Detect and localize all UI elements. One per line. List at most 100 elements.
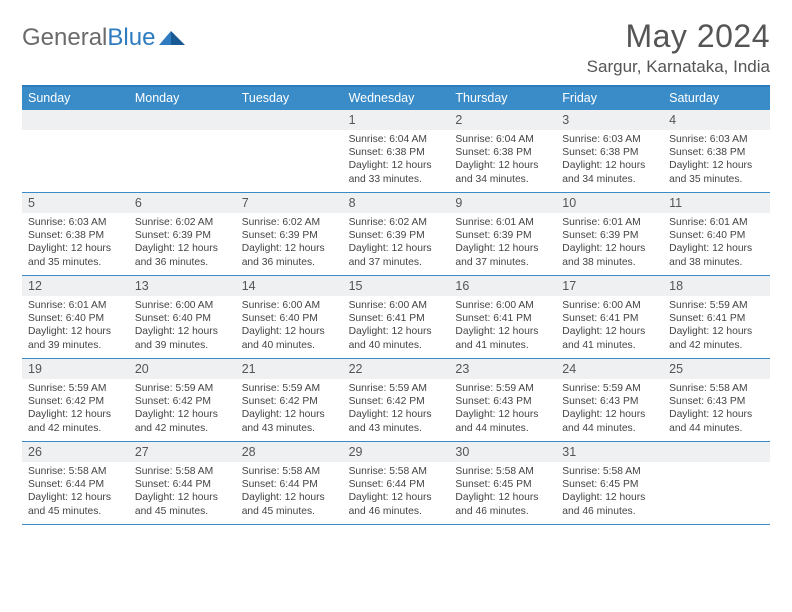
daylight-text: Daylight: 12 hours and 35 minutes.	[669, 159, 764, 185]
day-cell: 16Sunrise: 6:00 AMSunset: 6:41 PMDayligh…	[449, 276, 556, 358]
day-number	[663, 442, 770, 462]
day-body: Sunrise: 6:02 AMSunset: 6:39 PMDaylight:…	[343, 213, 450, 273]
sunrise-text: Sunrise: 6:03 AM	[562, 133, 657, 146]
sunset-text: Sunset: 6:39 PM	[349, 229, 444, 242]
day-number: 23	[449, 359, 556, 379]
sunset-text: Sunset: 6:44 PM	[28, 478, 123, 491]
sunrise-text: Sunrise: 6:00 AM	[242, 299, 337, 312]
title-block: May 2024 Sargur, Karnataka, India	[587, 18, 770, 77]
sunrise-text: Sunrise: 5:58 AM	[669, 382, 764, 395]
day-body	[663, 462, 770, 518]
sunrise-text: Sunrise: 5:58 AM	[135, 465, 230, 478]
sunrise-text: Sunrise: 6:01 AM	[455, 216, 550, 229]
calendar: Sunday Monday Tuesday Wednesday Thursday…	[22, 85, 770, 525]
day-cell: 24Sunrise: 5:59 AMSunset: 6:43 PMDayligh…	[556, 359, 663, 441]
sunset-text: Sunset: 6:43 PM	[562, 395, 657, 408]
logo-text-blue: Blue	[107, 24, 155, 52]
day-number: 29	[343, 442, 450, 462]
sunrise-text: Sunrise: 6:00 AM	[135, 299, 230, 312]
daylight-text: Daylight: 12 hours and 34 minutes.	[455, 159, 550, 185]
sunrise-text: Sunrise: 5:59 AM	[242, 382, 337, 395]
day-body: Sunrise: 6:04 AMSunset: 6:38 PMDaylight:…	[343, 130, 450, 190]
sunset-text: Sunset: 6:38 PM	[28, 229, 123, 242]
sunset-text: Sunset: 6:38 PM	[562, 146, 657, 159]
day-cell: 6 Sunrise: 6:02 AMSunset: 6:39 PMDaylight…	[129, 193, 236, 275]
day-cell: 22Sunrise: 5:59 AMSunset: 6:42 PMDayligh…	[343, 359, 450, 441]
daylight-text: Daylight: 12 hours and 41 minutes.	[562, 325, 657, 351]
day-number: 22	[343, 359, 450, 379]
logo-text-general: General	[22, 24, 107, 52]
daylight-text: Daylight: 12 hours and 34 minutes.	[562, 159, 657, 185]
day-number: 6	[129, 193, 236, 213]
day-body: Sunrise: 5:58 AMSunset: 6:44 PMDaylight:…	[236, 462, 343, 522]
sunrise-text: Sunrise: 5:59 AM	[135, 382, 230, 395]
daylight-text: Daylight: 12 hours and 36 minutes.	[135, 242, 230, 268]
day-cell	[663, 442, 770, 524]
day-body: Sunrise: 5:58 AMSunset: 6:44 PMDaylight:…	[22, 462, 129, 522]
sunset-text: Sunset: 6:38 PM	[349, 146, 444, 159]
day-body: Sunrise: 5:59 AMSunset: 6:42 PMDaylight:…	[129, 379, 236, 439]
week-row: 26Sunrise: 5:58 AMSunset: 6:44 PMDayligh…	[22, 442, 770, 525]
day-cell: 3Sunrise: 6:03 AMSunset: 6:38 PMDaylight…	[556, 110, 663, 192]
day-number: 19	[22, 359, 129, 379]
day-body	[129, 130, 236, 186]
sunrise-text: Sunrise: 6:04 AM	[455, 133, 550, 146]
week-row: 19Sunrise: 5:59 AMSunset: 6:42 PMDayligh…	[22, 359, 770, 442]
sunset-text: Sunset: 6:41 PM	[562, 312, 657, 325]
week-row: 1Sunrise: 6:04 AMSunset: 6:38 PMDaylight…	[22, 110, 770, 193]
sunrise-text: Sunrise: 6:03 AM	[28, 216, 123, 229]
day-body: Sunrise: 6:00 AMSunset: 6:41 PMDaylight:…	[449, 296, 556, 356]
day-cell: 19Sunrise: 5:59 AMSunset: 6:42 PMDayligh…	[22, 359, 129, 441]
day-number: 8	[343, 193, 450, 213]
day-number: 9	[449, 193, 556, 213]
weeks-container: 1Sunrise: 6:04 AMSunset: 6:38 PMDaylight…	[22, 110, 770, 525]
day-number: 1	[343, 110, 450, 130]
day-cell: 21Sunrise: 5:59 AMSunset: 6:42 PMDayligh…	[236, 359, 343, 441]
day-body: Sunrise: 5:58 AMSunset: 6:43 PMDaylight:…	[663, 379, 770, 439]
day-number: 31	[556, 442, 663, 462]
day-header-saturday: Saturday	[663, 87, 770, 110]
day-cell: 13Sunrise: 6:00 AMSunset: 6:40 PMDayligh…	[129, 276, 236, 358]
sunrise-text: Sunrise: 5:58 AM	[455, 465, 550, 478]
day-number: 15	[343, 276, 450, 296]
day-body: Sunrise: 5:59 AMSunset: 6:42 PMDaylight:…	[343, 379, 450, 439]
sunrise-text: Sunrise: 6:00 AM	[349, 299, 444, 312]
day-cell: 28Sunrise: 5:58 AMSunset: 6:44 PMDayligh…	[236, 442, 343, 524]
sunrise-text: Sunrise: 6:02 AM	[135, 216, 230, 229]
day-header-friday: Friday	[556, 87, 663, 110]
daylight-text: Daylight: 12 hours and 36 minutes.	[242, 242, 337, 268]
day-cell: 29Sunrise: 5:58 AMSunset: 6:44 PMDayligh…	[343, 442, 450, 524]
sunset-text: Sunset: 6:38 PM	[455, 146, 550, 159]
day-number: 24	[556, 359, 663, 379]
day-cell	[236, 110, 343, 192]
logo-mark-icon	[159, 24, 185, 52]
sunset-text: Sunset: 6:39 PM	[135, 229, 230, 242]
daylight-text: Daylight: 12 hours and 44 minutes.	[562, 408, 657, 434]
sunrise-text: Sunrise: 6:02 AM	[242, 216, 337, 229]
day-body: Sunrise: 6:03 AMSunset: 6:38 PMDaylight:…	[663, 130, 770, 190]
day-cell: 4Sunrise: 6:03 AMSunset: 6:38 PMDaylight…	[663, 110, 770, 192]
daylight-text: Daylight: 12 hours and 46 minutes.	[455, 491, 550, 517]
daylight-text: Daylight: 12 hours and 35 minutes.	[28, 242, 123, 268]
sunset-text: Sunset: 6:44 PM	[135, 478, 230, 491]
sunset-text: Sunset: 6:40 PM	[135, 312, 230, 325]
daylight-text: Daylight: 12 hours and 38 minutes.	[669, 242, 764, 268]
daylight-text: Daylight: 12 hours and 37 minutes.	[349, 242, 444, 268]
day-cell: 26Sunrise: 5:58 AMSunset: 6:44 PMDayligh…	[22, 442, 129, 524]
day-number: 17	[556, 276, 663, 296]
day-body: Sunrise: 5:59 AMSunset: 6:42 PMDaylight:…	[22, 379, 129, 439]
day-header-thursday: Thursday	[449, 87, 556, 110]
day-body: Sunrise: 6:02 AMSunset: 6:39 PMDaylight:…	[236, 213, 343, 273]
day-body: Sunrise: 6:00 AMSunset: 6:41 PMDaylight:…	[343, 296, 450, 356]
day-cell	[22, 110, 129, 192]
daylight-text: Daylight: 12 hours and 46 minutes.	[562, 491, 657, 517]
day-cell: 30Sunrise: 5:58 AMSunset: 6:45 PMDayligh…	[449, 442, 556, 524]
day-number: 10	[556, 193, 663, 213]
day-number: 18	[663, 276, 770, 296]
day-body: Sunrise: 5:59 AMSunset: 6:42 PMDaylight:…	[236, 379, 343, 439]
day-number: 26	[22, 442, 129, 462]
day-cell: 20Sunrise: 5:59 AMSunset: 6:42 PMDayligh…	[129, 359, 236, 441]
day-header-row: Sunday Monday Tuesday Wednesday Thursday…	[22, 87, 770, 110]
day-number	[22, 110, 129, 130]
sunset-text: Sunset: 6:45 PM	[562, 478, 657, 491]
